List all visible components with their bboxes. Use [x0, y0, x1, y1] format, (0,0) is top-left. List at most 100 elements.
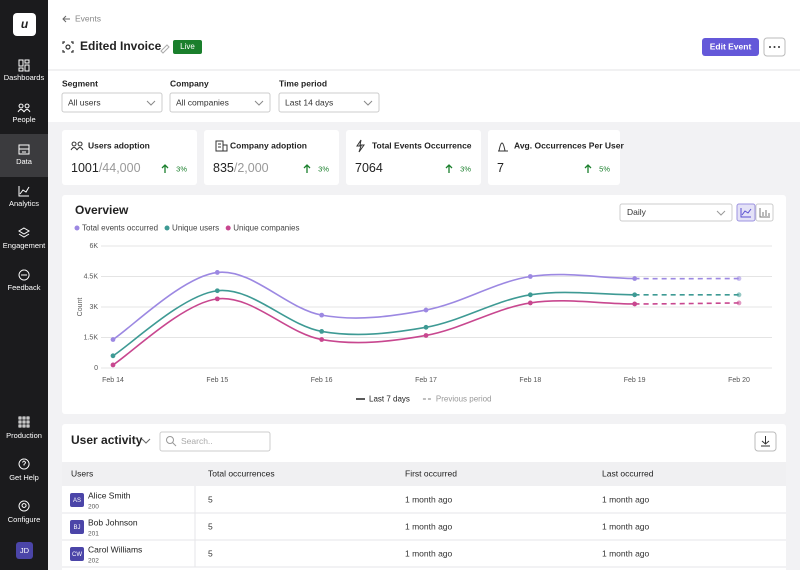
user-initials: CW — [72, 552, 82, 558]
first-occurred: 1 month ago — [405, 494, 453, 504]
x-tick-label: Feb 14 — [102, 377, 124, 384]
data-point — [319, 337, 325, 342]
stat-icon — [498, 142, 508, 152]
legend-marker — [74, 225, 80, 231]
activity-title: User activity — [71, 433, 143, 447]
y-tick-label: 0 — [94, 365, 98, 372]
nav-label[interactable]: Configure — [8, 515, 41, 524]
trend-arrow — [161, 164, 169, 173]
nav-label[interactable]: Analytics — [9, 199, 39, 208]
x-tick-label: Feb 20 — [728, 377, 750, 384]
activity-caret[interactable] — [141, 438, 151, 444]
data-point — [110, 337, 116, 342]
filters: Segment All users Company All companies Time… — [61, 78, 380, 113]
filter-select[interactable] — [61, 92, 163, 113]
period-legend-label: Previous period — [436, 395, 492, 404]
nav-label[interactable]: Data — [16, 157, 33, 166]
avatar[interactable] — [16, 542, 33, 559]
select-caret — [254, 100, 264, 106]
stat-value: 1001/44,000 — [71, 161, 141, 175]
filter-label: Time period — [279, 78, 327, 88]
x-tick-label: Feb 18 — [519, 377, 541, 384]
y-axis-label: Count — [77, 298, 84, 317]
filter-select[interactable] — [278, 92, 380, 113]
edit-event-button[interactable] — [702, 38, 759, 56]
data-point — [632, 276, 638, 281]
data-point — [423, 333, 429, 338]
last-occurred: 1 month ago — [602, 521, 650, 531]
trend-arrow — [303, 164, 311, 173]
user-id: 200 — [88, 504, 99, 511]
activity-card — [62, 424, 786, 570]
series-line — [112, 289, 635, 357]
user-id: 202 — [88, 558, 99, 565]
period-legend-label: Last 7 days — [369, 395, 410, 404]
back-link[interactable]: Events — [75, 13, 101, 23]
data-point — [214, 288, 220, 294]
bar-view-button[interactable] — [755, 203, 774, 222]
legend-label[interactable]: Unique companies — [233, 224, 299, 233]
stat-label: Company adoption — [230, 140, 307, 150]
filter-value: All users — [68, 97, 101, 107]
overview-card — [62, 195, 786, 414]
nav-icon — [18, 59, 30, 72]
column-header: Total occurrences — [208, 468, 275, 478]
nav-label[interactable]: Get Help — [9, 473, 39, 482]
x-tick-label: Feb 16 — [311, 377, 333, 384]
user-avatar — [70, 493, 84, 507]
select-caret — [363, 100, 373, 106]
page-title: Edited Invoice — [80, 39, 162, 53]
column-header: Last occurred — [602, 468, 654, 478]
trend-arrow — [584, 164, 592, 173]
x-tick-label: Feb 17 — [415, 377, 437, 384]
user-name[interactable]: Alice Smith — [88, 490, 131, 500]
stat-card — [62, 130, 197, 185]
line-view-button[interactable] — [736, 203, 756, 222]
filter-label: Segment — [62, 78, 98, 88]
data-point — [527, 300, 533, 306]
user-name[interactable]: Carol Williams — [88, 544, 142, 554]
stat-number: 1001 — [71, 161, 99, 175]
line-view-icon — [740, 208, 752, 218]
edit-icon[interactable] — [160, 44, 170, 54]
user-id: 201 — [88, 531, 99, 538]
nav-label[interactable]: Production — [6, 431, 42, 440]
sidebar — [0, 0, 48, 570]
last-occurred: 1 month ago — [602, 494, 650, 504]
user-name[interactable]: Bob Johnson — [88, 517, 138, 527]
user-avatar — [70, 547, 84, 561]
first-occurred: 1 month ago — [405, 548, 453, 558]
stat-card — [204, 130, 339, 185]
y-tick-label: 6K — [89, 243, 98, 250]
search-box[interactable] — [159, 431, 271, 452]
legend-label[interactable]: Unique users — [172, 224, 219, 233]
granularity-select[interactable] — [619, 203, 733, 222]
legend-label[interactable]: Total events occurred — [82, 224, 158, 233]
data-point — [527, 274, 533, 279]
total-occurrences: 5 — [208, 548, 213, 558]
stat-label: Avg. Occurrences Per User — [514, 140, 624, 150]
data-point — [423, 307, 429, 313]
user-initials: AS — [73, 498, 81, 504]
logo[interactable] — [13, 13, 36, 36]
activity-table: Users Total occurrences First occurred Last… — [62, 468, 786, 568]
legend-marker — [164, 225, 170, 231]
nav-icon — [18, 416, 30, 428]
filter-value: All companies — [176, 97, 229, 107]
status-text: Live — [180, 42, 195, 51]
search-placeholder: Search.. — [181, 436, 213, 446]
nav-icon — [18, 500, 30, 512]
filter-select[interactable] — [169, 92, 271, 113]
edit-event-label: Edit Event — [710, 41, 752, 51]
stat-value: 835/2,000 — [213, 161, 269, 175]
stat-icon — [70, 141, 84, 151]
nav-label[interactable]: Dashboards — [4, 73, 45, 82]
event-icon — [62, 41, 74, 53]
back-arrow[interactable] — [62, 15, 70, 23]
nav-label[interactable]: People — [12, 115, 35, 124]
nav-icon — [18, 458, 30, 470]
nav-label[interactable]: Feedback — [8, 283, 41, 292]
data-point — [632, 301, 638, 307]
nav-label[interactable]: Engagement — [3, 241, 46, 250]
data-point — [736, 292, 742, 298]
